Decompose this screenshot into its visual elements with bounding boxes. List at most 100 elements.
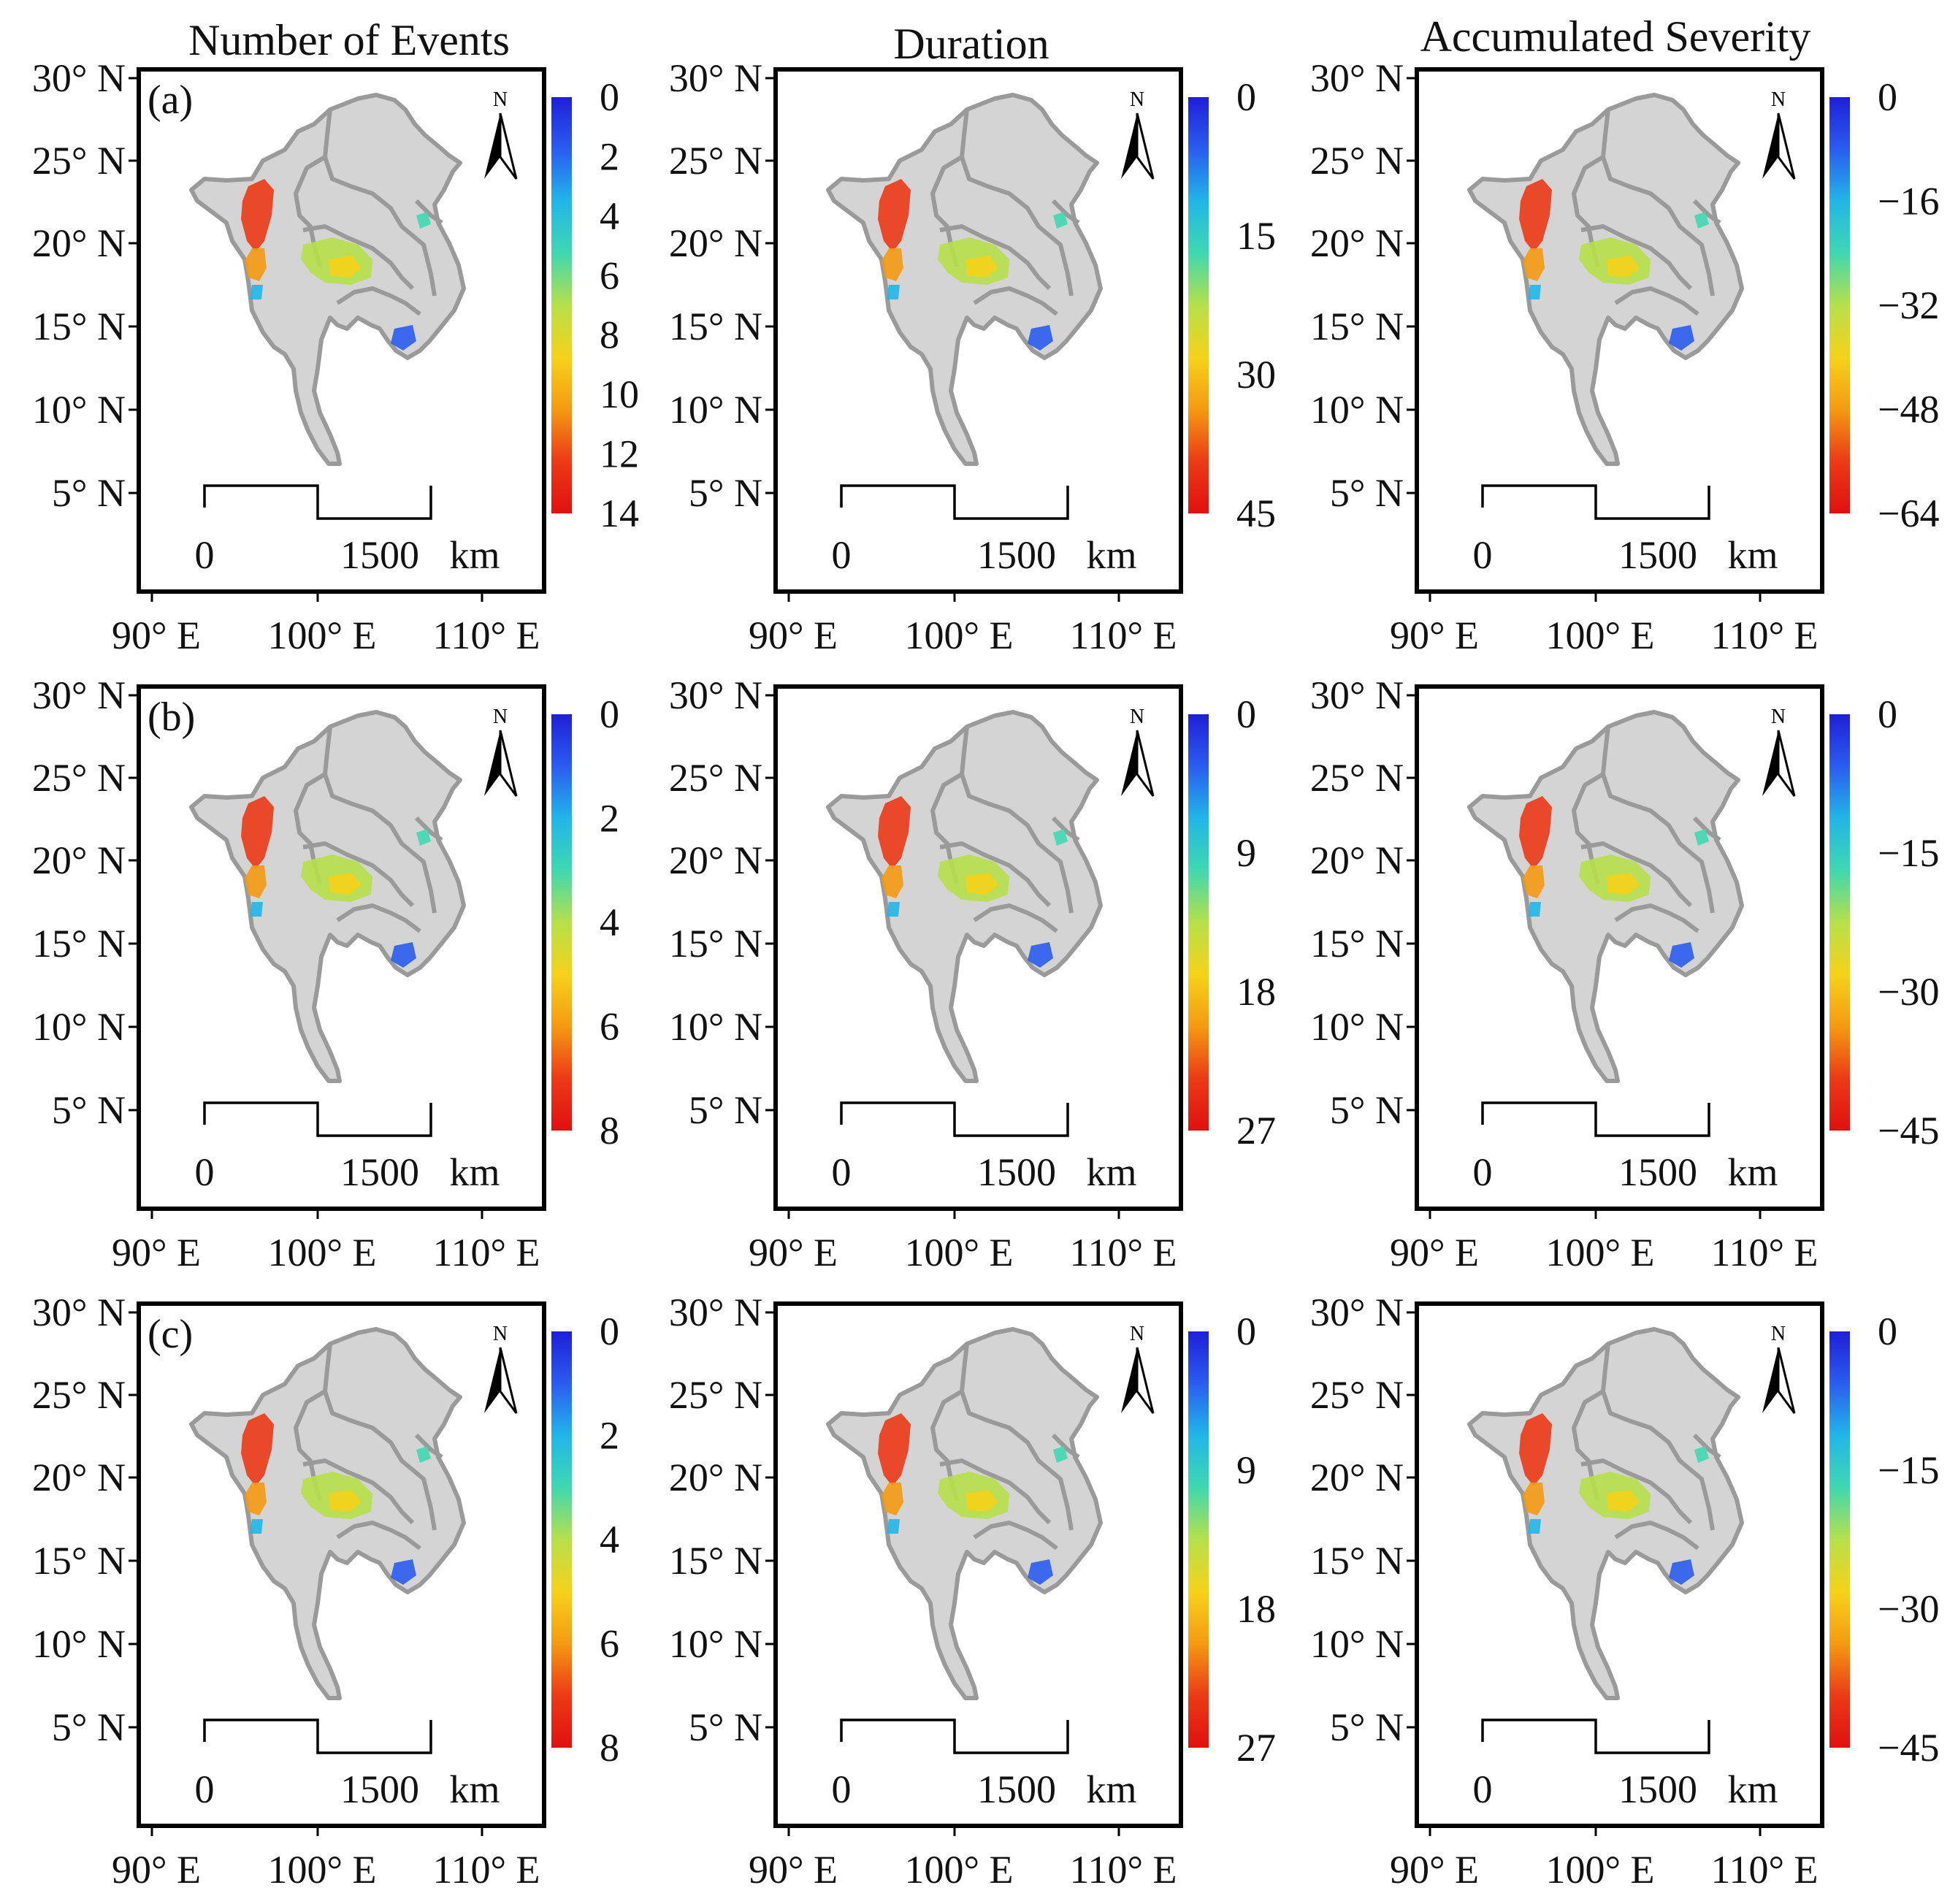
lat-label: 5° N bbox=[52, 471, 126, 515]
lon-label: 110° E bbox=[1710, 1231, 1818, 1274]
north-arrow-left bbox=[1121, 113, 1137, 179]
colorbar-ramp bbox=[1829, 1331, 1850, 1748]
scale-bar bbox=[840, 1101, 1069, 1137]
country-border bbox=[1051, 1433, 1080, 1459]
lat-label: 20° N bbox=[669, 1456, 762, 1499]
lat-label: 25° N bbox=[1310, 1373, 1404, 1417]
hotspot-area bbox=[882, 248, 903, 281]
lat-label: 15° N bbox=[32, 922, 126, 966]
scale-unit-label: km bbox=[1086, 1150, 1136, 1194]
colorbar-tick-label: 6 bbox=[600, 253, 619, 297]
north-label: N bbox=[1130, 1323, 1144, 1345]
country-border bbox=[1692, 1433, 1721, 1459]
map-panel-b2: 30° N 25° N 20° N 15° N 10° N 5° N 90° E 100° E… bbox=[669, 673, 1276, 1274]
north-label: N bbox=[493, 706, 508, 728]
lat-label: 20° N bbox=[32, 1456, 126, 1499]
north-arrow-icon bbox=[1121, 112, 1155, 180]
colorbar-tick-label: 0 bbox=[1236, 1310, 1256, 1353]
lon-label: 100° E bbox=[1545, 1231, 1654, 1274]
country-border bbox=[960, 109, 1074, 297]
colorbar-ramp bbox=[1188, 1331, 1209, 1748]
colorbar-tick-label: 8 bbox=[600, 1726, 619, 1770]
colorbar: 0 −16 −32 −48 −64 bbox=[1829, 75, 1939, 535]
lon-label: 110° E bbox=[1710, 1848, 1818, 1892]
hotspot-area bbox=[1519, 796, 1552, 869]
country-border bbox=[1601, 1343, 1715, 1531]
lat-label: 10° N bbox=[669, 1622, 762, 1666]
hotspot-area bbox=[1669, 942, 1694, 968]
hotspot-area bbox=[1669, 1559, 1694, 1585]
lon-label: 100° E bbox=[267, 1848, 376, 1892]
country-border bbox=[414, 816, 443, 842]
colorbar-tick-label: 0 bbox=[1236, 692, 1256, 736]
hotspot-area bbox=[416, 1446, 431, 1463]
scale-unit-label: km bbox=[1727, 1150, 1778, 1194]
hotspot-area bbox=[1028, 1559, 1053, 1585]
north-label: N bbox=[1130, 706, 1144, 728]
column-title-severity: Accumulated Severity bbox=[1420, 12, 1811, 61]
colorbar-tick-label: 8 bbox=[600, 313, 619, 357]
north-arrow-icon bbox=[1121, 730, 1155, 797]
hotspot-area bbox=[1053, 1446, 1068, 1463]
scale-unit-label: km bbox=[1727, 533, 1778, 577]
scale-start-label: 0 bbox=[1473, 533, 1493, 577]
lat-label: 10° N bbox=[1310, 1622, 1404, 1666]
lat-label: 15° N bbox=[669, 1539, 762, 1583]
hotspot-area bbox=[1519, 179, 1552, 252]
scale-end-label: 1500 bbox=[1618, 533, 1697, 577]
hotspot-area bbox=[1694, 829, 1709, 846]
country-border bbox=[1051, 816, 1080, 842]
hotspot-area bbox=[245, 1483, 267, 1515]
lon-label: 90° E bbox=[749, 1848, 838, 1892]
hotspot-area bbox=[250, 902, 263, 917]
north-arrow-left bbox=[484, 730, 500, 796]
lat-label: 30° N bbox=[1310, 673, 1404, 717]
lat-label: 5° N bbox=[689, 1705, 762, 1749]
scale-unit-label: km bbox=[1727, 1767, 1778, 1811]
north-label: N bbox=[1771, 1323, 1786, 1345]
lon-label: 90° E bbox=[1390, 1231, 1479, 1274]
north-arrow-left bbox=[1762, 113, 1778, 179]
country-border bbox=[336, 1521, 421, 1551]
country-border bbox=[1692, 816, 1721, 842]
lat-label: 20° N bbox=[669, 221, 762, 265]
north-arrow-right bbox=[1777, 730, 1796, 797]
colorbar-tick-label: −30 bbox=[1878, 1587, 1939, 1631]
colorbar-tick-label: 4 bbox=[600, 194, 619, 238]
scale-bar bbox=[840, 484, 1069, 520]
north-label: N bbox=[1130, 88, 1144, 111]
hotspot-area bbox=[391, 942, 416, 968]
colorbar-ramp bbox=[551, 97, 572, 513]
hotspot-area bbox=[1528, 285, 1541, 299]
scale-bar bbox=[1481, 1101, 1710, 1137]
hotspot-area bbox=[1694, 212, 1709, 229]
hotspot-area bbox=[391, 325, 416, 351]
country-border bbox=[1580, 1458, 1693, 1525]
hotspot-area bbox=[391, 1559, 416, 1585]
colorbar-tick-label: 4 bbox=[600, 901, 619, 944]
hotspot-area bbox=[245, 865, 267, 898]
lat-label: 20° N bbox=[669, 838, 762, 882]
scale-bar bbox=[203, 484, 432, 520]
panel-letter: (a) bbox=[148, 77, 193, 123]
map-panel-c1: 30° N 25° N 20° N 15° N 10° N 5° N 90° E 100° E… bbox=[32, 1291, 619, 1892]
colorbar-tick-label: 0 bbox=[1878, 1310, 1897, 1353]
colorbar-tick-label: 18 bbox=[1236, 970, 1276, 1014]
lat-label: 25° N bbox=[669, 139, 762, 183]
colorbar-tick-label: 18 bbox=[1236, 1587, 1276, 1631]
map-panel-a1: 30° N 25° N 20° N 15° N 10° N 5° N 90° E 100° E… bbox=[32, 56, 639, 657]
lat-label: 15° N bbox=[1310, 305, 1404, 348]
north-arrow-left bbox=[484, 1347, 500, 1413]
country-border bbox=[939, 841, 1052, 908]
hotspot-area bbox=[329, 256, 362, 278]
scale-bar bbox=[203, 1101, 432, 1137]
hotspot-area bbox=[878, 179, 911, 252]
hotspot-area bbox=[1607, 1490, 1640, 1512]
colorbar-tick-label: 2 bbox=[600, 1414, 619, 1458]
hotspot-area bbox=[1028, 325, 1053, 351]
hotspot-area bbox=[1528, 902, 1541, 917]
scale-start-label: 0 bbox=[832, 533, 852, 577]
lat-label: 25° N bbox=[1310, 756, 1404, 800]
country-border bbox=[302, 224, 415, 291]
